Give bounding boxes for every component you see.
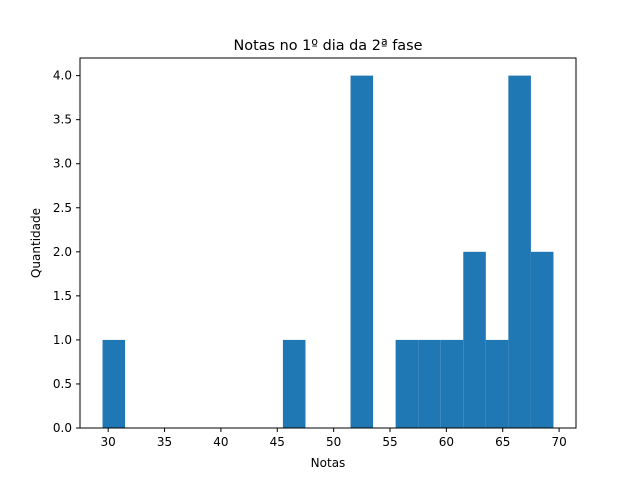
y-tick-label: 1.5 — [53, 289, 72, 303]
chart-title: Notas no 1º dia da 2ª fase — [234, 38, 423, 54]
histogram-bar — [485, 339, 509, 428]
y-tick-label: 2.5 — [53, 201, 72, 215]
x-axis-ticks: 30 35 40 45 50 55 60 65 70 — [101, 428, 567, 449]
y-tick-label: 3.5 — [53, 113, 72, 127]
y-tick-label: 2.0 — [53, 245, 72, 259]
histogram-bar — [102, 339, 126, 428]
y-axis-title: Quantidade — [29, 208, 43, 278]
y-tick-label: 0.0 — [53, 421, 72, 435]
histogram-bar — [463, 251, 486, 428]
histogram-bar — [440, 339, 464, 428]
x-tick-label: 50 — [326, 435, 341, 449]
x-axis-title: Notas — [311, 456, 346, 470]
y-tick-label: 0.5 — [53, 377, 72, 391]
histogram-bar — [418, 339, 441, 428]
y-axis-ticks: 0.0 0.5 1.0 1.5 2.0 2.5 3.0 3.5 4.0 — [53, 69, 80, 435]
y-tick-label: 4.0 — [53, 69, 72, 83]
histogram-bar — [395, 339, 419, 428]
y-tick-label: 1.0 — [53, 333, 72, 347]
x-tick-label: 30 — [101, 435, 116, 449]
x-tick-label: 60 — [439, 435, 454, 449]
plot-frame — [79, 57, 577, 429]
x-tick-label: 70 — [551, 435, 566, 449]
histogram-bar — [350, 75, 374, 428]
x-tick-label: 40 — [213, 435, 228, 449]
bars-layer — [102, 75, 554, 428]
x-tick-label: 35 — [157, 435, 172, 449]
y-tick-label: 3.0 — [53, 157, 72, 171]
x-tick-label: 55 — [382, 435, 397, 449]
histogram-bar — [530, 251, 554, 428]
histogram-bar — [508, 75, 531, 428]
histogram-bar — [282, 339, 306, 428]
x-tick-label: 45 — [270, 435, 285, 449]
x-tick-label: 65 — [495, 435, 510, 449]
